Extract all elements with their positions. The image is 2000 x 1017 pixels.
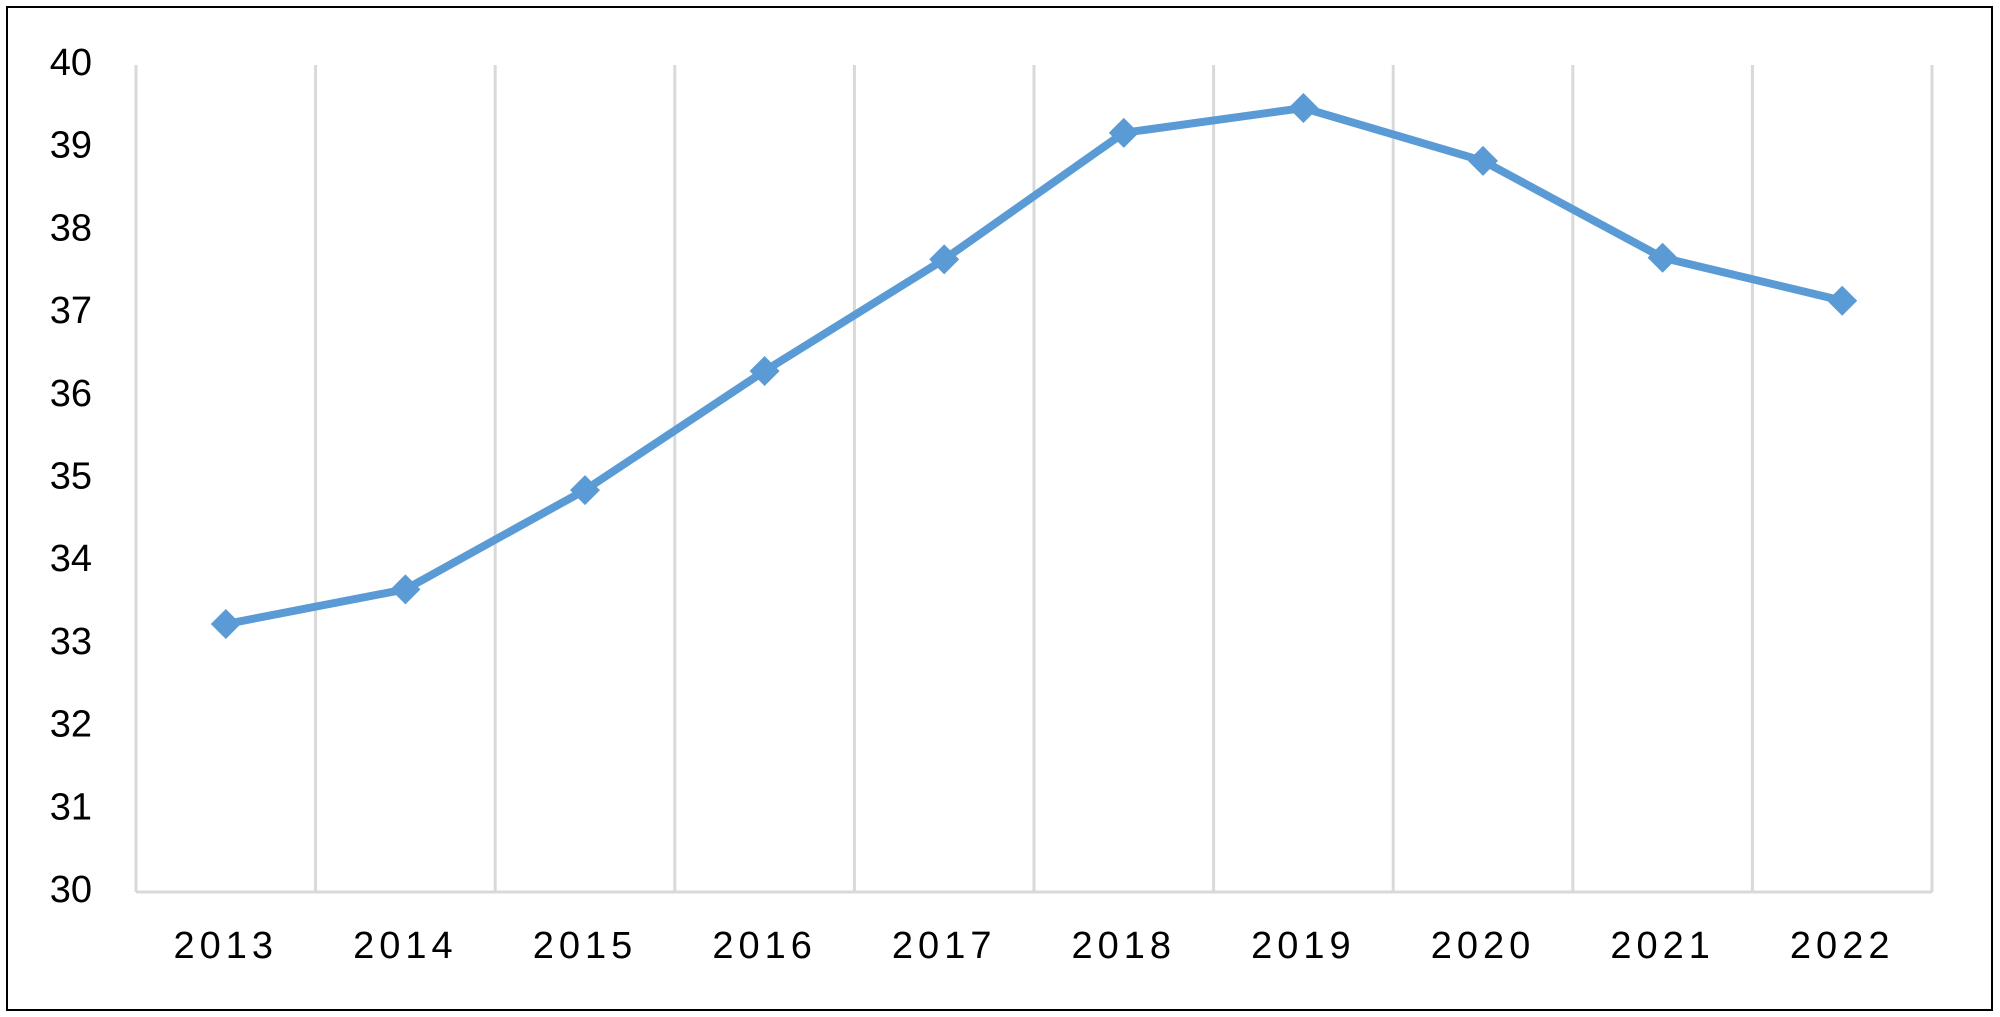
x-tick-label: 2016	[712, 925, 817, 967]
y-tick-label: 32	[50, 704, 92, 746]
data-point	[570, 475, 600, 506]
x-tick-label: 2015	[533, 925, 638, 967]
data-point	[929, 244, 960, 275]
x-tick-label: 2019	[1251, 925, 1356, 967]
x-tick-label: 2017	[892, 925, 997, 967]
data-point	[1108, 117, 1139, 148]
y-tick-label: 34	[50, 538, 92, 580]
data-point	[1468, 145, 1498, 176]
x-tick-label: 2014	[353, 925, 458, 967]
y-tick-label: 35	[50, 456, 92, 498]
data-point	[1827, 285, 1858, 316]
y-tick-label: 30	[50, 869, 92, 911]
y-tick-label: 36	[50, 373, 92, 415]
data-line	[225, 104, 1844, 628]
y-tick-label: 33	[50, 621, 92, 663]
y-tick-label: 39	[50, 125, 92, 167]
data-point	[1288, 93, 1319, 124]
y-tick-label: 37	[50, 290, 92, 332]
data-point	[210, 609, 241, 640]
data-point	[1647, 242, 1678, 273]
x-tick-label: 2018	[1072, 925, 1177, 967]
x-tick-label: 2020	[1431, 925, 1536, 967]
x-tick-label: 2021	[1610, 925, 1715, 967]
y-tick-label: 38	[50, 207, 92, 249]
y-tick-label: 31	[50, 786, 92, 828]
chart-frame	[6, 6, 1993, 1011]
data-point	[390, 574, 421, 605]
x-tick-label: 2022	[1790, 925, 1895, 967]
x-tick-label: 2013	[174, 925, 279, 967]
y-tick-label: 40	[50, 42, 92, 84]
data-point	[749, 355, 780, 386]
